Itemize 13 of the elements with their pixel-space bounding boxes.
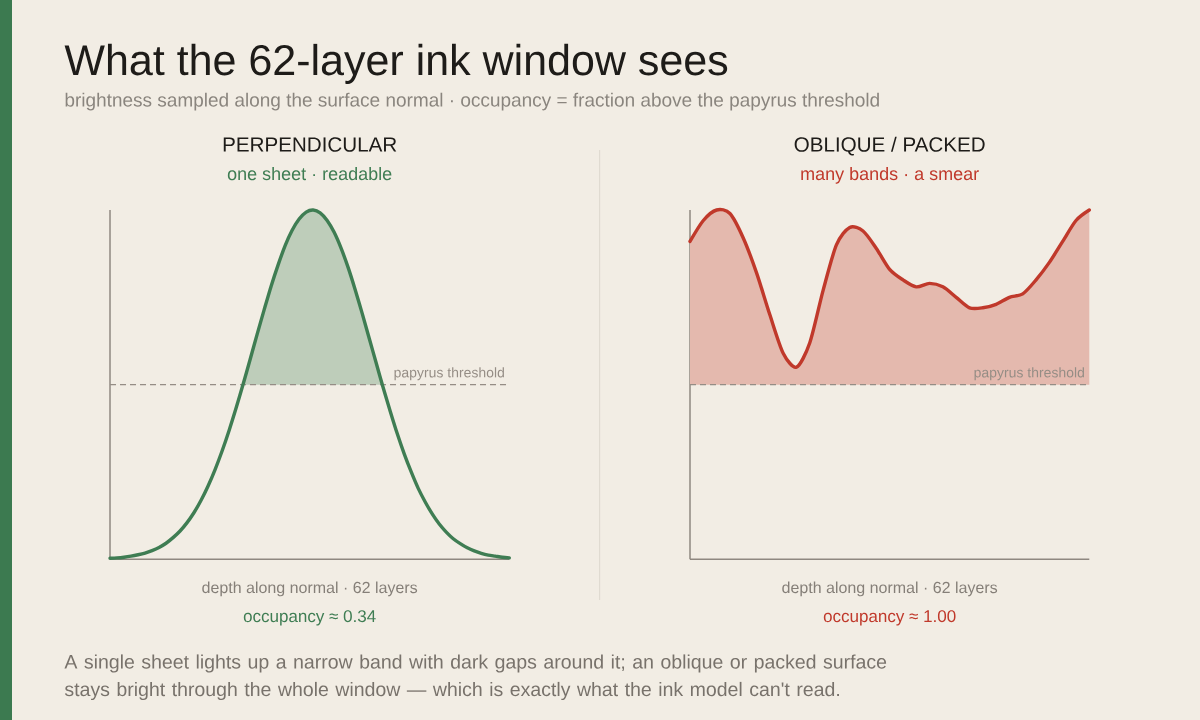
text: What the 62-layer ink window sees: [64, 43, 728, 84]
chart-subtitle: one sheet · readable: [227, 166, 392, 181]
chart-title: OBLIQUE / PACKED: [794, 136, 985, 156]
x-axis-title: depth along normal · 62 layers: [782, 581, 998, 597]
text: occupancy ≈ 1.00: [823, 610, 956, 626]
chart-title: PERPENDICULAR: [223, 137, 397, 152]
text: brightness sampled along the surface normal · occupancy = fraction above the papyrus threshold: [65, 92, 879, 111]
text: A single sheet lights up a narrow band with dark gaps around it; an oblique or packed surface stays bright through the whole window — which is exactly what the ink model can't read.: [64, 654, 887, 701]
chart-subtitle: many bands · a smear: [801, 166, 979, 184]
text: occupancy ≈ 0.34: [243, 610, 376, 626]
ref-line-label: papyrus threshold: [974, 367, 1084, 381]
x-axis-title: depth along normal · 62 layers: [202, 581, 418, 597]
ref-line-label: papyrus threshold: [394, 367, 504, 381]
